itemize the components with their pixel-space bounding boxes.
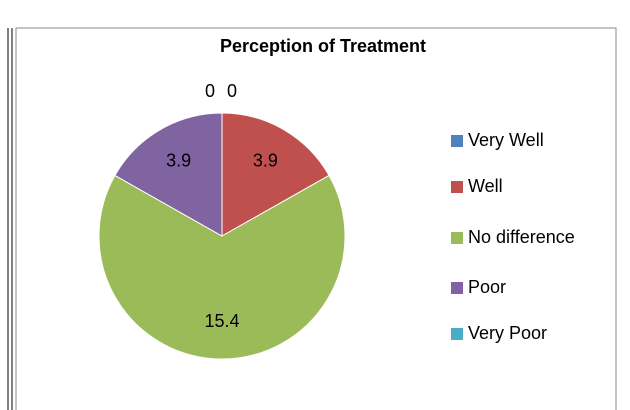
legend-swatch	[451, 328, 463, 340]
chart-title: Perception of Treatment	[220, 36, 426, 56]
data-label: 0	[227, 81, 237, 101]
legend-label: Very Poor	[468, 323, 547, 343]
data-label: 15.4	[204, 311, 239, 331]
data-label: 3.9	[253, 150, 278, 170]
legend-label: Very Well	[468, 130, 544, 150]
legend-swatch	[451, 181, 463, 193]
data-label: 0	[205, 81, 215, 101]
legend-swatch	[451, 135, 463, 147]
legend-swatch	[451, 282, 463, 294]
data-label: 3.9	[166, 150, 191, 170]
pie-slice	[98, 174, 346, 360]
legend-label: Well	[468, 176, 503, 196]
legend-label: Poor	[468, 277, 506, 297]
pie-slice	[114, 112, 223, 237]
legend-swatch	[451, 232, 463, 244]
legend-label: No difference	[468, 227, 575, 247]
pie-slice	[221, 112, 330, 237]
